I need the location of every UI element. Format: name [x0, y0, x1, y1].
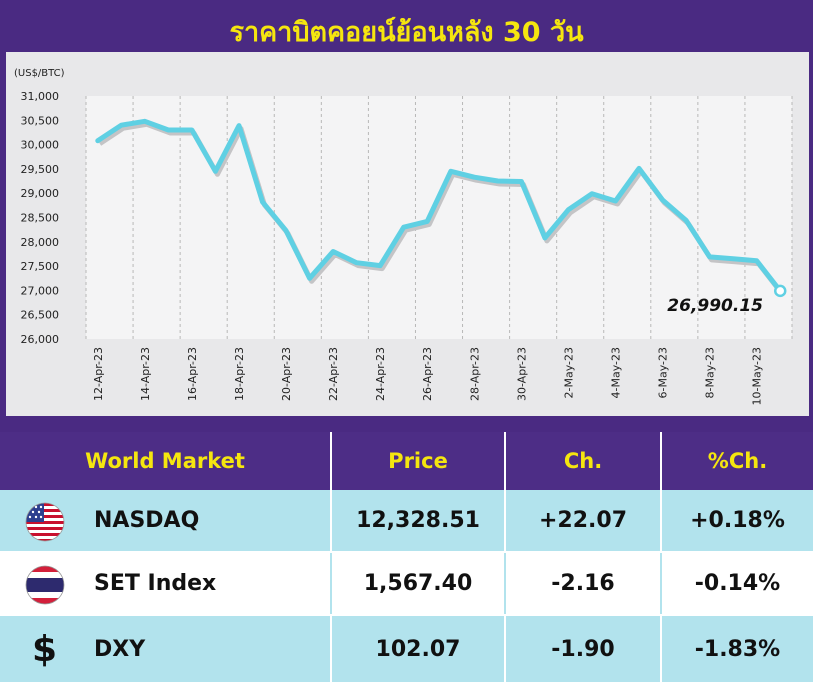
x-tick-label: 2-May-23 [562, 347, 575, 398]
table-header-row: World Market Price Ch. %Ch. [0, 432, 813, 490]
percent-change-value: -0.14% [694, 571, 781, 596]
x-tick-label: 12-Apr-23 [92, 347, 105, 401]
x-tick-label: 8-May-23 [704, 347, 717, 398]
table-row: SET Index 1,567.40 -2.16 -0.14% [0, 553, 813, 616]
table-row: $ DXY 102.07 -1.90 -1.83% [0, 616, 813, 682]
x-tick-label: 4-May-23 [610, 347, 623, 398]
y-tick-label: 26,500 [21, 309, 60, 322]
plot-area [86, 96, 792, 339]
y-tick-label: 29,000 [21, 187, 60, 200]
x-tick-label: 6-May-23 [657, 347, 670, 398]
y-tick-label: 29,500 [21, 163, 60, 176]
y-tick-label: 28,500 [21, 212, 60, 225]
market-name: NASDAQ [94, 508, 200, 533]
price-value: 1,567.40 [332, 553, 506, 614]
header-price: Price [332, 432, 506, 490]
x-tick-label: 30-Apr-23 [515, 347, 528, 401]
market-name: DXY [94, 636, 146, 662]
page-title: ราคาบิตคอยน์ย้อนหลัง 30 วัน [229, 16, 584, 48]
series-line [95, 118, 783, 294]
price-value: 102.07 [332, 616, 506, 682]
header-change: Ch. [506, 432, 662, 490]
change-value: +22.07 [506, 490, 662, 551]
chart-panel: (US$/BTC) 31,000 30,500 30,000 29,500 29,000 2… [6, 52, 809, 416]
table-row: NASDAQ 12,328.51 +22.07 +0.18% [0, 490, 813, 553]
x-tick-label: 18-Apr-23 [233, 347, 246, 401]
x-tick-label: 16-Apr-23 [186, 347, 199, 401]
x-tick-label: 22-Apr-23 [327, 347, 340, 401]
percent-change-value: +0.18% [690, 508, 785, 533]
y-tick-label: 27,500 [21, 260, 60, 273]
thai-flag-icon [25, 565, 65, 605]
y-tick-label: 26,000 [21, 333, 60, 346]
y-tick-label: 31,000 [21, 90, 60, 103]
market-name: SET Index [94, 571, 217, 596]
y-tick-label: 28,000 [21, 236, 60, 249]
change-value: -1.90 [506, 616, 662, 682]
price-value: 12,328.51 [332, 490, 506, 551]
price-line-chart: (US$/BTC) 31,000 30,500 30,000 29,500 29,000 2… [14, 68, 793, 405]
x-tick-label: 24-Apr-23 [374, 347, 387, 401]
x-tick-label: 10-May-23 [751, 347, 764, 405]
y-tick-label: 30,500 [21, 114, 60, 127]
us-flag-icon [25, 502, 65, 542]
y-tick-label: 30,000 [21, 139, 60, 152]
percent-change-value: -1.83% [694, 636, 781, 662]
last-value-label: 26,990.15 [667, 296, 763, 316]
y-tick-label: 27,000 [21, 284, 60, 297]
x-tick-label: 26-Apr-23 [421, 347, 434, 401]
dollar-icon: $ [32, 628, 58, 670]
x-tick-label: 28-Apr-23 [468, 347, 481, 401]
header-percent-change: %Ch. [707, 449, 768, 473]
change-value: -2.16 [506, 553, 662, 614]
world-market-table: World Market Price Ch. %Ch. [0, 432, 813, 682]
last-point-marker [773, 284, 787, 298]
y-unit-label: (US$/BTC) [14, 68, 65, 79]
x-tick-label: 14-Apr-23 [139, 347, 152, 401]
x-tick-label: 20-Apr-23 [280, 347, 293, 401]
header-world-market: World Market [0, 432, 332, 490]
